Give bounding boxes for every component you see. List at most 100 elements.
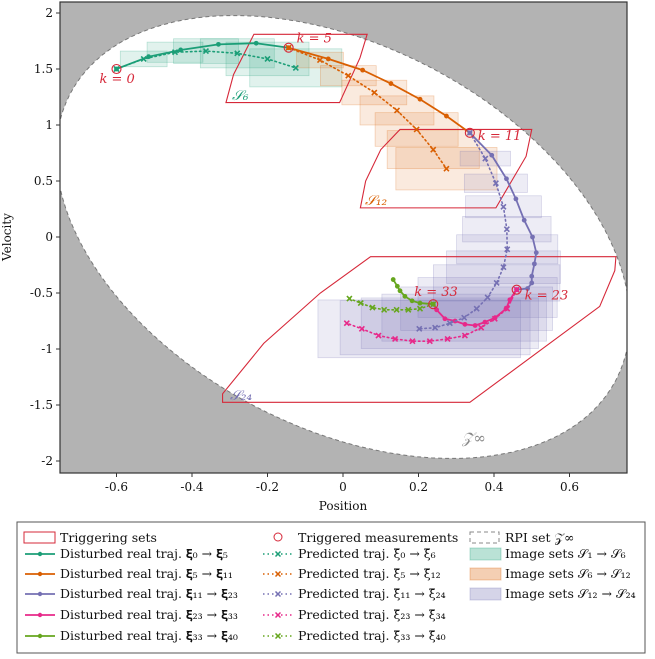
real-point-marker	[442, 316, 448, 322]
legend-real-trajectory: Disturbed real traj. 𝛏₁₁ → 𝛏₂₃	[60, 586, 238, 601]
real-point-marker	[394, 283, 400, 289]
predicted-point-marker	[504, 246, 511, 253]
legend-real-trajectory: Disturbed real traj. 𝛏₃₃ → 𝛏₄₀	[60, 628, 238, 643]
predicted-point-marker	[264, 55, 271, 62]
x-tick-label: 0.6	[560, 480, 579, 494]
predicted-point-marker	[461, 314, 468, 321]
y-tick-label: 1.5	[34, 62, 53, 76]
x-tick-label: 0.4	[484, 480, 503, 494]
measurement-label: k = 23	[525, 289, 569, 304]
real-point-marker	[325, 56, 331, 62]
predicted-point-marker	[369, 304, 376, 311]
triggered-measurement-marker	[464, 127, 475, 138]
triggering-set	[225, 33, 368, 104]
y-tick-label: -1	[41, 342, 53, 356]
legend-rpi-set: RPI set 𝒵∞	[505, 530, 574, 545]
predicted-point-marker	[140, 55, 147, 62]
legend-predicted-marker	[274, 611, 282, 619]
predicted-trajectory-line	[418, 132, 509, 330]
x-axis-ticks: -0.6 -0.4 -0.2 0 0.2 0.4 0.6	[105, 473, 579, 494]
y-tick-label: -2	[41, 454, 53, 468]
y-tick-label: -0.5	[30, 286, 53, 300]
real-point-marker	[531, 261, 537, 267]
predicted-trajectory-line	[345, 288, 518, 342]
real-point-marker	[360, 67, 366, 73]
legend-real-marker	[37, 591, 43, 597]
legend-image-set-swatch	[469, 547, 502, 561]
predicted-point-marker	[381, 306, 388, 313]
real-point-marker	[504, 176, 509, 182]
legend-predicted-marker	[274, 550, 282, 558]
predicted-point-marker	[171, 49, 179, 56]
predicted-point-marker	[426, 338, 433, 345]
legend-real-marker	[37, 571, 43, 577]
triggered-measurements: k = 0 k = 5 k = 11 k = 23 k = 33	[100, 32, 569, 310]
triggering-set	[359, 128, 533, 209]
predicted-point-marker	[409, 338, 416, 345]
x-tick-label: 0	[339, 480, 347, 494]
legend-image-sets: Image sets 𝒮₆ → 𝒮₁₂	[505, 566, 631, 581]
legend-triggering-sets: Triggering sets	[60, 530, 157, 545]
y-tick-label: 1	[45, 118, 53, 132]
x-tick-label: -0.2	[256, 480, 279, 494]
predicted-point-marker	[461, 332, 468, 339]
legend-real-marker	[37, 612, 43, 618]
x-tick-label: 0.2	[409, 480, 428, 494]
predicted-point-marker	[392, 335, 399, 342]
real-point-marker	[530, 234, 535, 240]
real-point-marker	[472, 323, 478, 328]
predicted-point-marker	[113, 65, 120, 73]
predicted-point-marker	[513, 286, 520, 293]
legend-image-sets: Image sets 𝒮₁₂ → 𝒮₂₄	[505, 586, 636, 601]
predicted-trajectory-line	[348, 297, 435, 311]
triggering-set-label: 𝒮₆	[232, 88, 249, 104]
x-axis-label: Position	[319, 499, 368, 513]
measurement-label: k = 0	[100, 72, 135, 87]
predicted-point-marker	[416, 305, 424, 312]
y-tick-label: 0	[45, 230, 53, 244]
predicted-point-marker	[504, 305, 511, 312]
predicted-point-marker	[416, 325, 423, 332]
measurement-label: k = 11	[478, 129, 522, 144]
real-point-marker	[388, 81, 394, 86]
trajectories	[113, 40, 539, 345]
predicted-point-marker	[482, 155, 489, 162]
predicted-point-marker	[430, 301, 437, 308]
legend-real-trajectory: Disturbed real traj. 𝛏₀ → 𝛏₅	[60, 546, 228, 561]
legend-measurement-marker	[273, 532, 283, 542]
y-tick-label: 2	[45, 6, 53, 20]
legend-real-marker	[37, 633, 43, 639]
legend-triggering-set-swatch	[23, 531, 56, 544]
real-point-marker	[417, 96, 423, 102]
real-point-marker	[409, 298, 415, 304]
predicted-point-marker	[393, 306, 400, 313]
y-tick-label: -1.5	[30, 398, 53, 412]
legend-predicted-marker	[274, 632, 282, 640]
legend-predicted-marker	[274, 590, 282, 598]
triggered-measurement-marker	[111, 63, 122, 75]
real-point-marker	[525, 286, 530, 291]
real-point-marker	[529, 273, 535, 279]
legend-frame	[16, 521, 646, 654]
legend-real-marker	[37, 551, 43, 557]
predicted-point-marker	[346, 295, 353, 302]
predicted-point-marker	[413, 126, 420, 133]
y-axis-label: Velocity	[0, 213, 14, 262]
predicted-point-marker	[484, 294, 491, 301]
real-point-marker	[253, 40, 259, 46]
real-point-marker	[482, 319, 488, 325]
real-point-marker	[507, 297, 513, 303]
predicted-point-marker	[466, 129, 473, 136]
measurement-label: k = 33	[414, 285, 458, 300]
predicted-point-marker	[393, 107, 401, 114]
x-tick-label: -0.6	[105, 480, 128, 494]
legend-predicted-marker	[274, 570, 282, 578]
predicted-point-marker	[432, 324, 439, 331]
predicted-point-marker	[343, 320, 350, 327]
real-point-marker	[390, 277, 396, 282]
predicted-point-marker	[358, 325, 365, 332]
legend-predicted-trajectory: Predicted traj. ξ̄₃₃ → ξ̄₄₀	[298, 628, 446, 643]
legend: Triggering sets Triggered measurements R…	[16, 521, 646, 654]
predicted-point-marker	[405, 306, 412, 313]
